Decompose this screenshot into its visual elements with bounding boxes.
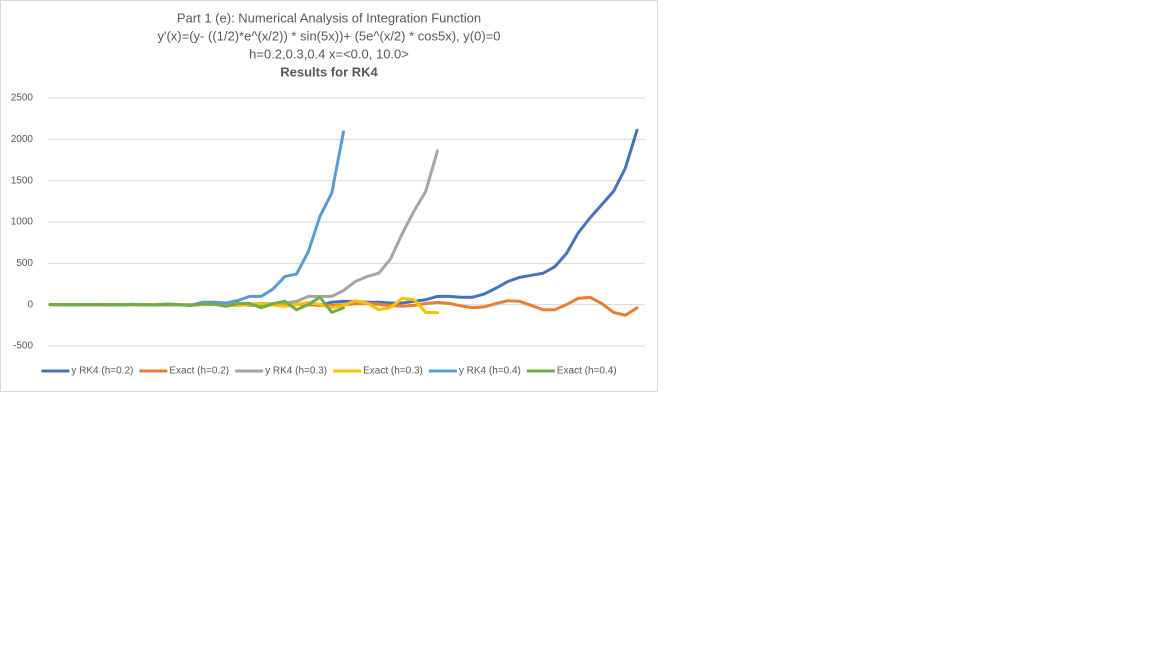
y-tick-label: 2500 xyxy=(11,93,34,104)
legend-label: y RK4 (h=0.4) xyxy=(459,366,521,377)
legend-label: y RK4 (h=0.2) xyxy=(71,366,133,377)
y-tick-label: 0 xyxy=(27,299,33,310)
y-tick-label: 500 xyxy=(16,258,33,269)
chart-title: h=0.2,0.3,0.4 x=<0.0, 10.0> xyxy=(249,46,409,61)
chart-title: Results for RK4 xyxy=(280,64,378,79)
chart-title: Part 1 (e): Numerical Analysis of Integr… xyxy=(177,10,481,25)
y-tick-label: -500 xyxy=(13,341,33,352)
chart-title: y'(x)=(y- ((1/2)*e^(x/2)) * sin(5x))+ (5… xyxy=(158,28,501,43)
legend-label: Exact (h=0.4) xyxy=(557,366,617,377)
y-tick-label: 2000 xyxy=(11,134,34,145)
legend-label: Exact (h=0.2) xyxy=(169,366,229,377)
y-tick-label: 1000 xyxy=(11,217,34,228)
legend-label: y RK4 (h=0.3) xyxy=(265,366,327,377)
legend-label: Exact (h=0.3) xyxy=(363,366,423,377)
series-line xyxy=(48,295,345,314)
y-tick-label: 1500 xyxy=(11,175,34,186)
